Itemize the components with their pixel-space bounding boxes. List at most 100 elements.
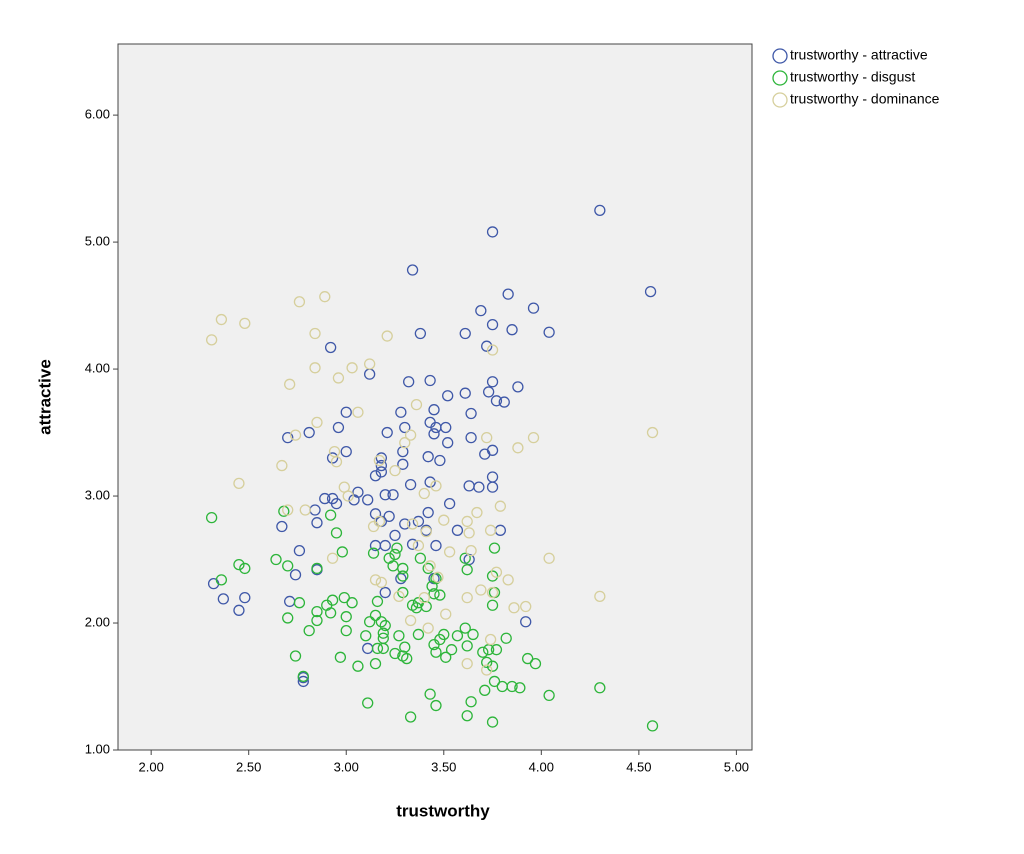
point <box>406 538 419 550</box>
point <box>397 570 409 582</box>
x-tick-label: 2.00 <box>139 759 164 774</box>
point <box>488 542 501 554</box>
point <box>205 511 218 524</box>
point <box>371 595 384 608</box>
legend-marker <box>772 92 788 108</box>
point <box>375 576 388 589</box>
point <box>379 489 391 501</box>
point <box>422 562 434 575</box>
point <box>233 604 245 616</box>
point <box>399 421 411 434</box>
point <box>461 591 473 604</box>
point <box>332 421 345 434</box>
point <box>293 544 306 557</box>
point <box>412 515 425 528</box>
point <box>363 616 376 628</box>
point <box>381 426 393 439</box>
point <box>459 387 471 399</box>
x-tick-label: 3.50 <box>431 759 456 774</box>
point <box>319 492 331 505</box>
point <box>500 632 512 644</box>
point <box>389 647 401 660</box>
point <box>395 406 407 418</box>
point <box>442 437 454 449</box>
legend-label: trustworthy - dominance <box>790 91 940 107</box>
point <box>369 658 382 670</box>
point <box>362 494 374 506</box>
point <box>324 607 337 619</box>
point <box>418 487 430 500</box>
point <box>488 675 501 688</box>
point <box>326 552 339 564</box>
point <box>459 622 471 634</box>
point <box>375 452 388 464</box>
point <box>324 341 337 354</box>
point <box>330 527 343 539</box>
point <box>481 664 493 676</box>
x-tick-label: 4.50 <box>626 759 651 774</box>
point <box>334 651 347 663</box>
point <box>205 334 218 346</box>
point <box>494 500 507 512</box>
point <box>481 656 493 669</box>
point <box>282 560 294 572</box>
point <box>239 562 251 575</box>
point <box>646 426 659 439</box>
point <box>644 285 657 298</box>
x-tick-label: 2.50 <box>236 759 261 774</box>
point <box>319 291 331 303</box>
point <box>414 327 427 340</box>
point <box>434 454 446 467</box>
y-tick-label: 6.00 <box>85 107 110 122</box>
point <box>330 498 343 510</box>
point <box>527 431 540 444</box>
point <box>490 566 503 578</box>
point <box>543 326 555 338</box>
point <box>502 574 514 586</box>
point <box>330 456 343 468</box>
point <box>471 506 483 519</box>
point <box>217 593 229 605</box>
point <box>529 658 542 670</box>
point <box>406 518 419 530</box>
point <box>282 504 294 516</box>
point <box>375 616 388 628</box>
point <box>239 591 251 604</box>
point <box>340 406 352 418</box>
point <box>303 624 315 637</box>
point <box>440 608 452 620</box>
point <box>297 675 309 688</box>
point <box>426 580 438 592</box>
point <box>594 204 606 216</box>
point <box>473 481 485 493</box>
point <box>646 720 659 732</box>
point <box>404 429 417 441</box>
point <box>401 652 413 665</box>
point <box>340 611 352 623</box>
point <box>383 510 395 523</box>
y-tick-label: 4.00 <box>85 361 110 376</box>
point <box>481 340 493 352</box>
point <box>424 476 436 488</box>
point <box>486 444 499 456</box>
legend-label: trustworthy - disgust <box>790 69 915 85</box>
point <box>233 477 245 489</box>
point <box>397 458 409 470</box>
point <box>403 376 415 388</box>
point <box>461 564 473 576</box>
point <box>465 431 477 444</box>
point <box>332 372 345 384</box>
point <box>420 600 432 613</box>
point <box>326 452 339 464</box>
point <box>397 586 409 599</box>
point <box>311 614 323 627</box>
point <box>594 590 606 603</box>
point <box>424 374 436 387</box>
point <box>367 520 380 533</box>
point <box>362 697 374 709</box>
point <box>412 539 425 552</box>
point <box>336 546 348 558</box>
point <box>459 327 471 340</box>
point <box>289 650 302 662</box>
y-axis-title: attractive <box>35 359 54 435</box>
